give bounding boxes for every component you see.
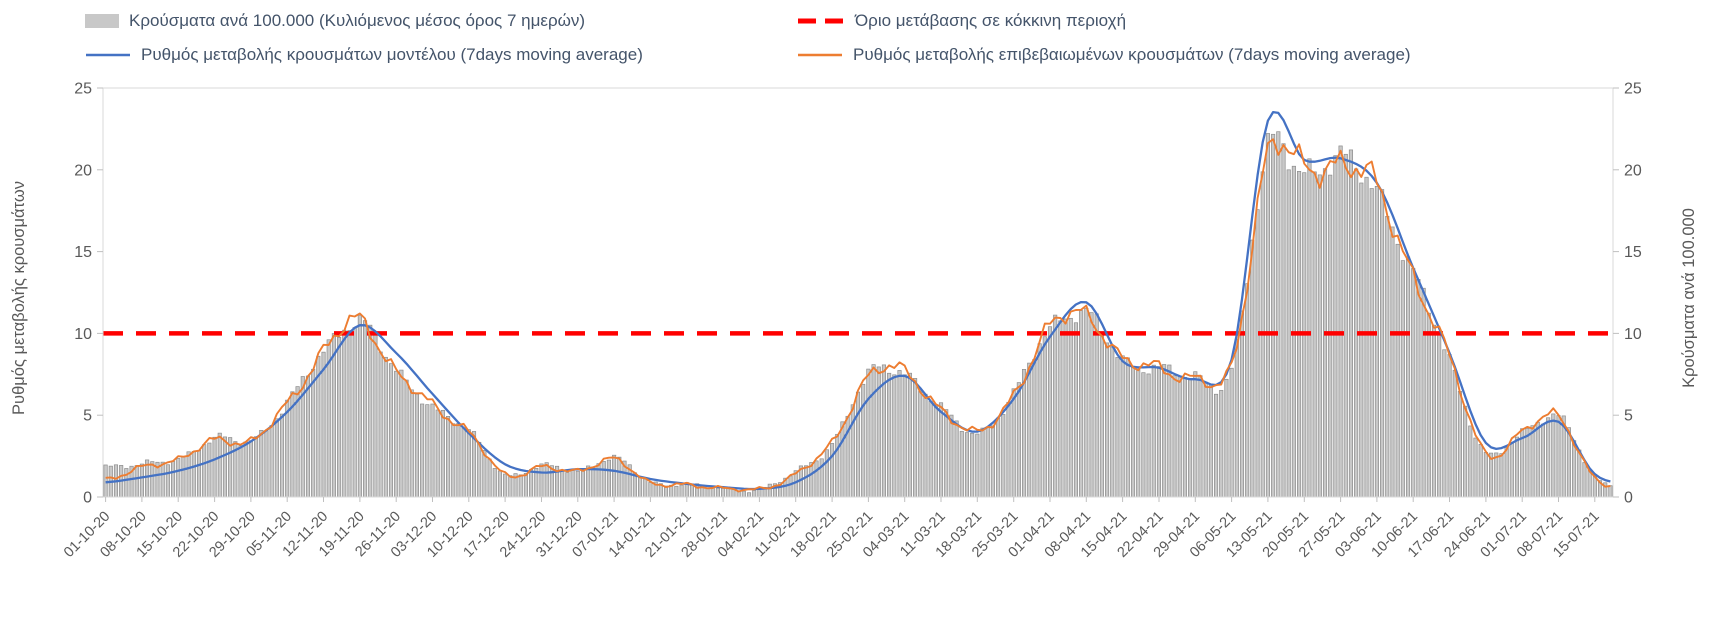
model-line — [105, 110, 1611, 491]
plot-frame — [102, 87, 1614, 498]
svg-text:20: 20 — [74, 162, 92, 179]
bars-series — [103, 131, 1613, 498]
svg-text:10: 10 — [74, 326, 92, 343]
confirmed-line — [105, 138, 1611, 493]
legend-label-threshold: Όριο μετάβασης σε κόκκινη περιοχή — [855, 11, 1127, 30]
svg-text:15: 15 — [74, 244, 92, 261]
confirmed-line-swatch-icon — [798, 53, 842, 57]
svg-text:0: 0 — [83, 490, 92, 507]
legend-label-cases-bars: Κρούσματα ανά 100.000 (Κυλιόμενος μέσος … — [129, 11, 586, 30]
model-line-swatch-icon — [86, 53, 130, 57]
legend-item-cases-bars: Κρούσματα ανά 100.000 (Κυλιόμενος μέσος … — [85, 10, 797, 32]
svg-text:25: 25 — [1624, 81, 1642, 98]
left-axis-tick-labels: 0 5 10 15 20 25 — [74, 81, 92, 507]
legend-item-threshold: Όριο μετάβασης σε κόκκινη περιοχή — [797, 10, 1411, 32]
svg-text:25: 25 — [74, 81, 92, 98]
left-axis-title: Ρυθμός μεταβολής κρουσμάτων — [10, 181, 28, 415]
legend-label-model-line: Ρυθμός μεταβολής κρουσμάτων μοντέλου (7d… — [141, 45, 643, 64]
axis-tick-marks — [97, 87, 1619, 498]
svg-text:5: 5 — [1624, 408, 1633, 425]
bar-series-swatch-icon — [85, 14, 119, 28]
x-axis-tick-labels: 01-10-2008-10-2015-10-2022-10-2029-10-20… — [61, 509, 1603, 561]
svg-text:5: 5 — [83, 408, 92, 425]
right-axis-tick-labels: 0 5 10 15 20 25 — [1624, 81, 1642, 507]
svg-text:15: 15 — [1624, 244, 1642, 261]
legend-label-confirmed-line: Ρυθμός μεταβολής επιβεβαιωμένων κρουσμάτ… — [853, 45, 1411, 64]
svg-text:20: 20 — [1624, 162, 1642, 179]
legend-item-confirmed-line: Ρυθμός μεταβολής επιβεβαιωμένων κρουσμάτ… — [797, 44, 1411, 66]
chart-legend: Κρούσματα ανά 100.000 (Κυλιόμενος μέσος … — [85, 10, 1411, 66]
svg-text:0: 0 — [1624, 490, 1633, 507]
threshold-dash-swatch-icon — [798, 18, 844, 24]
legend-item-model-line: Ρυθμός μεταβολής κρουσμάτων μοντέλου (7d… — [85, 44, 797, 66]
right-axis-title: Κρούσματα ανά 100.000 — [1680, 208, 1698, 388]
x-axis-tick-marks — [105, 497, 1596, 502]
svg-text:10: 10 — [1624, 326, 1642, 343]
